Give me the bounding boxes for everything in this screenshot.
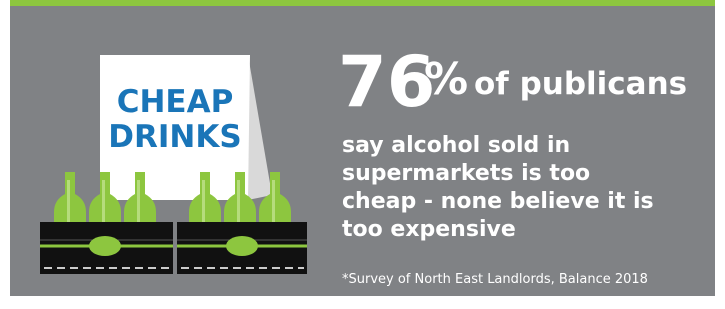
body-line: too expensive bbox=[342, 217, 516, 242]
footnote: *Survey of North East Landlords, Balance… bbox=[342, 272, 648, 287]
top-stripe bbox=[10, 0, 715, 6]
body-line: say alcohol sold in bbox=[342, 133, 570, 158]
headline-text: of publicans bbox=[474, 66, 687, 102]
body-line: cheap - none believe it is bbox=[342, 189, 654, 214]
infographic: CHEAP DRINKS 76 % of publicans say alcoh… bbox=[0, 0, 725, 309]
body-line: supermarkets is too bbox=[342, 161, 590, 186]
sign-text: DRINKS bbox=[108, 119, 241, 155]
headline-symbol: % bbox=[424, 54, 468, 105]
headline-number: 76 bbox=[338, 41, 435, 123]
sign-text: CHEAP bbox=[117, 84, 234, 120]
